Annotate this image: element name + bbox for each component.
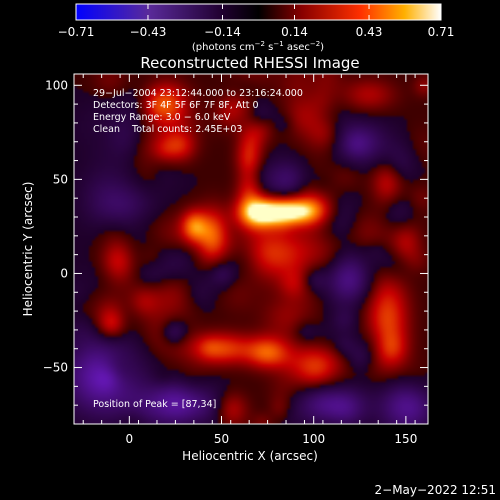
annotation-energy-range: Energy Range: 3.0 − 6.0 keV [93,112,231,123]
footer-timestamp: 2−May−2022 12:51 [375,483,497,497]
chart-title: Reconstructed RHESSI Image [140,54,359,72]
annotation-peak-position: Position of Peak = [87,34] [93,399,216,410]
colorbar-units: (photons cm−2 s−1 asec−2) [192,40,324,53]
colorbar: −0.71 −0.43 −0.14 0.14 0.43 0.71 (photons cm−… [58,3,455,53]
annotation-time-range: 29−Jul−2004 23:12:44.000 to 23:16:24.000 [93,88,303,99]
y-tick-label: 50 [53,172,68,186]
axis-ticks: 0 50 100 150 −50 0 50 100 [43,74,428,446]
annotation-clean-counts: Clean Total counts: 2.45E+03 [93,124,242,135]
colorbar-ticks: −0.71 −0.43 −0.14 0.14 0.43 0.71 [58,4,455,39]
colorbar-tick-label: 0.14 [281,25,308,39]
heatmap-image [74,74,428,424]
plot-frame [73,73,429,425]
y-tick-label: −50 [43,361,68,375]
x-tick-label: 50 [214,432,229,446]
colorbar-tick-label: −0.14 [204,25,241,39]
colorbar-tick-label: −0.71 [58,25,95,39]
colorbar-tick-label: 0.71 [428,25,455,39]
x-tick-label: 100 [302,432,325,446]
y-axis-title: Heliocentric Y (arcsec) [21,182,35,317]
annotation-detectors: Detectors: 3F 4F 5F 6F 7F 8F, Att 0 [93,100,259,111]
x-tick-label: 0 [125,432,133,446]
x-axis-title: Heliocentric X (arcsec) [182,449,318,463]
y-tick-label: 100 [45,78,68,92]
colorbar-tick-label: −0.43 [130,25,167,39]
x-tick-label: 150 [394,432,417,446]
y-tick-label: 0 [60,266,68,280]
colorbar-gradient [75,3,442,21]
image-annotations: 29−Jul−2004 23:12:44.000 to 23:16:24.000… [93,88,303,410]
colorbar-tick-label: 0.43 [356,25,383,39]
